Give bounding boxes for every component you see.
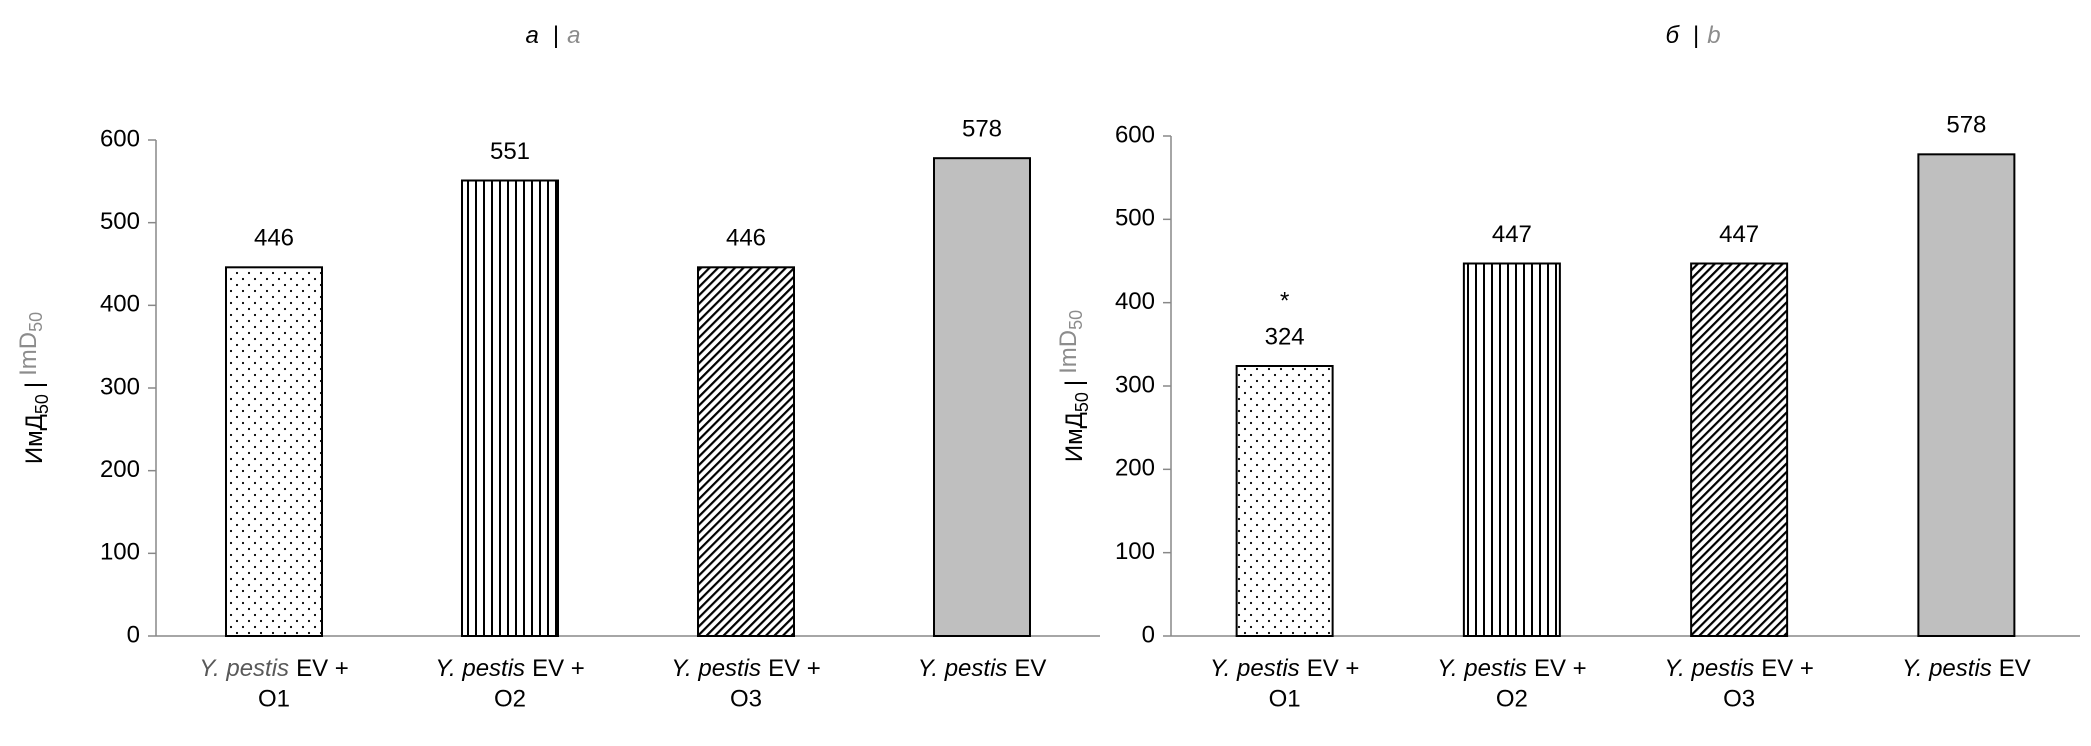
y-label-subscript: 50 [1072, 392, 1092, 412]
y-tick-label: 200 [1115, 455, 1155, 482]
category-strain: EV + [532, 655, 585, 682]
x-tick-label: Y. pestis EV + [199, 655, 349, 682]
y-label-subscript: 50 [26, 312, 46, 332]
y-label-part: ИмД [21, 414, 48, 464]
y-tick-label: 300 [100, 373, 140, 400]
x-tick-label-line2: O3 [1723, 685, 1755, 712]
category-species: Y. pestis [1664, 655, 1754, 682]
y-label-part: | [21, 382, 48, 388]
y-tick-label: 400 [100, 291, 140, 318]
x-tick-label-line2: O2 [494, 685, 526, 712]
category-strain: EV [1999, 655, 2031, 682]
y-label-part: ImD [1055, 330, 1082, 374]
y-tick-label: 600 [100, 125, 140, 152]
y-tick-label: 200 [100, 456, 140, 483]
data-label: 324 [1265, 323, 1305, 350]
x-tick-label-line2: O1 [1269, 685, 1301, 712]
significance-marker: * [1280, 287, 1289, 314]
bar [1917, 153, 2016, 637]
data-label: 578 [1946, 112, 1986, 139]
y-tick-label: 300 [1115, 371, 1155, 398]
title-separator: | [1693, 22, 1699, 49]
data-label: 446 [254, 225, 294, 252]
bar [1462, 262, 1561, 637]
y-label-part: | [1061, 380, 1088, 386]
y-tick-label: 100 [100, 539, 140, 566]
y-axis-label: ИмД50|ImD50 [1055, 310, 1092, 462]
data-label: 447 [1719, 221, 1759, 248]
y-tick-label: 100 [1115, 538, 1155, 565]
y-tick-label: 0 [1142, 621, 1155, 648]
data-label: 447 [1492, 221, 1532, 248]
y-tick-label: 400 [1115, 288, 1155, 315]
category-strain: EV + [1761, 655, 1814, 682]
category-strain: EV + [768, 655, 821, 682]
bar [933, 157, 1031, 637]
category-species: Y. pestis [918, 655, 1008, 682]
data-label: 578 [962, 116, 1002, 143]
data-label: 551 [490, 138, 530, 165]
x-tick-label: Y. pestis EV [1902, 655, 2031, 682]
title-alt: b [1707, 22, 1720, 49]
x-tick-label: Y. pestis EV + [1664, 655, 1814, 682]
y-axis-label: ИмД50|ImD50 [15, 312, 52, 464]
x-tick-label: Y. pestis EV + [671, 655, 821, 682]
chart-title: а | a [526, 22, 581, 49]
x-tick-label: Y. pestis EV + [1210, 655, 1360, 682]
x-tick-label-line2: O1 [258, 685, 290, 712]
bar [1235, 365, 1334, 637]
title-separator: | [553, 22, 559, 49]
category-species: Y. pestis [435, 655, 525, 682]
data-label: 446 [726, 225, 766, 252]
y-tick-label: 0 [127, 621, 140, 648]
bar [697, 266, 795, 637]
title-main: а [526, 22, 539, 49]
bar [225, 266, 323, 637]
category-species: Y. pestis [1210, 655, 1300, 682]
y-label-part: ИмД [1061, 412, 1088, 462]
title-alt: a [567, 22, 580, 49]
x-tick-label: Y. pestis EV + [1437, 655, 1587, 682]
y-tick-label: 500 [1115, 205, 1155, 232]
category-strain: EV [1014, 655, 1046, 682]
x-tick-label: Y. pestis EV [918, 655, 1047, 682]
title-main: б [1665, 22, 1680, 49]
chart-title: б | b [1665, 22, 1720, 49]
x-tick-label: Y. pestis EV + [435, 655, 585, 682]
category-species: Y. pestis [199, 655, 289, 682]
y-label-subscript: 50 [1066, 310, 1086, 330]
category-strain: EV + [296, 655, 349, 682]
y-label-part: ImD [15, 332, 42, 376]
category-species: Y. pestis [1902, 655, 1992, 682]
bar [461, 179, 559, 638]
y-label-subscript: 50 [32, 394, 52, 414]
x-tick-label-line2: O2 [1496, 685, 1528, 712]
category-strain: EV + [1307, 655, 1360, 682]
category-species: Y. pestis [1437, 655, 1527, 682]
y-tick-label: 600 [1115, 121, 1155, 148]
y-tick-label: 500 [100, 208, 140, 235]
category-species: Y. pestis [671, 655, 761, 682]
category-strain: EV + [1534, 655, 1587, 682]
bar [1690, 262, 1789, 637]
x-tick-label-line2: O3 [730, 685, 762, 712]
